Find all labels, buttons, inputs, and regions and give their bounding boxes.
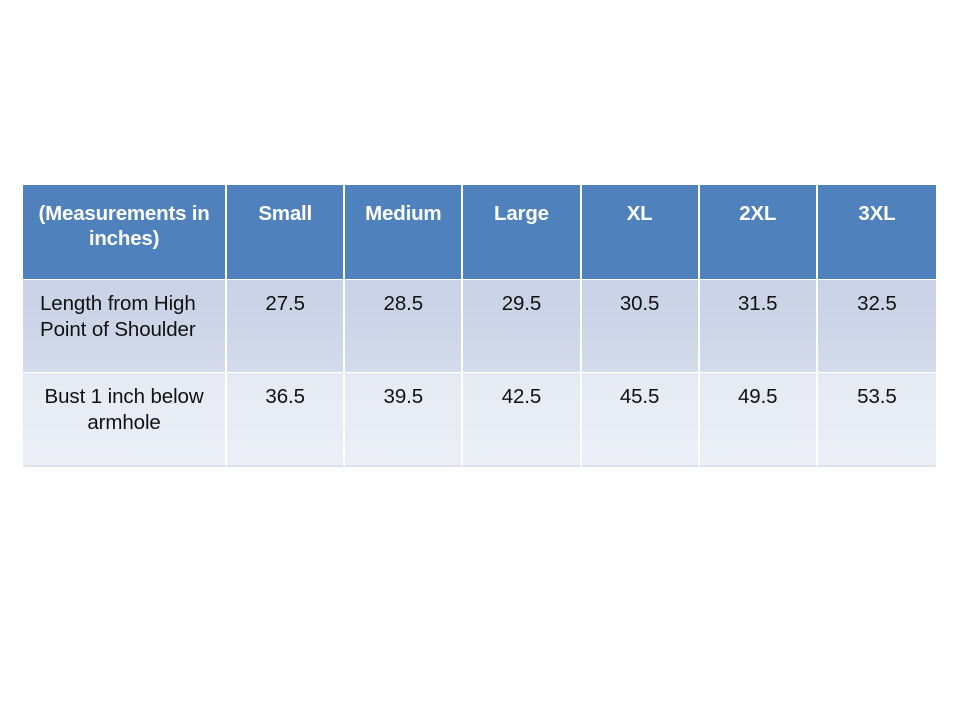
cell-length-medium: 28.5 xyxy=(345,280,464,373)
cell-length-small: 27.5 xyxy=(227,280,346,373)
table-row: Length from High Point of Shoulder 27.5 … xyxy=(23,280,936,373)
row-label-length: Length from High Point of Shoulder xyxy=(23,280,228,373)
cell-length-3xl: 32.5 xyxy=(817,280,936,373)
table-header: (Measurements in inches) Small Medium La… xyxy=(23,185,936,280)
cell-bust-small: 36.5 xyxy=(227,373,346,467)
table-header-row: (Measurements in inches) Small Medium La… xyxy=(23,185,936,280)
row-label-bust: Bust 1 inch below armhole xyxy=(23,373,228,467)
column-header-3xl: 3XL xyxy=(817,185,936,280)
column-header-2xl: 2XL xyxy=(699,185,818,280)
cell-bust-medium: 39.5 xyxy=(345,373,464,467)
table-row: Bust 1 inch below armhole 36.5 39.5 42.5… xyxy=(23,373,936,467)
column-header-measurements: (Measurements in inches) xyxy=(23,185,228,280)
cell-bust-large: 42.5 xyxy=(463,373,582,467)
column-header-xl: XL xyxy=(581,185,700,280)
column-header-small: Small xyxy=(227,185,346,280)
cell-length-large: 29.5 xyxy=(463,280,582,373)
cell-bust-3xl: 53.5 xyxy=(817,373,936,467)
column-header-large: Large xyxy=(463,185,582,280)
cell-bust-xl: 45.5 xyxy=(581,373,700,467)
cell-bust-2xl: 49.5 xyxy=(699,373,818,467)
cell-length-2xl: 31.5 xyxy=(699,280,818,373)
cell-length-xl: 30.5 xyxy=(581,280,700,373)
column-header-medium: Medium xyxy=(345,185,464,280)
size-chart-table: (Measurements in inches) Small Medium La… xyxy=(23,185,936,467)
table-body: Length from High Point of Shoulder 27.5 … xyxy=(23,280,936,467)
